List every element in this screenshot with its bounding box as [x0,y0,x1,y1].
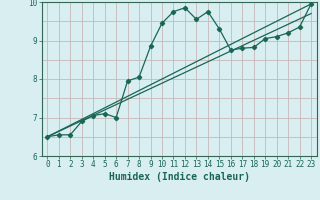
X-axis label: Humidex (Indice chaleur): Humidex (Indice chaleur) [109,172,250,182]
